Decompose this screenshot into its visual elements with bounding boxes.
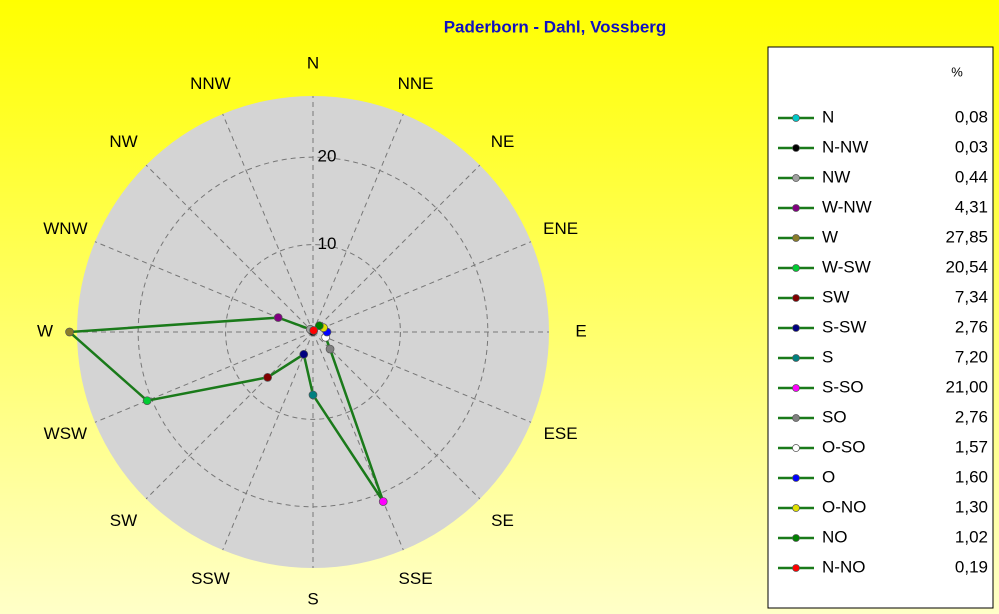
legend-value: 7,20 — [955, 347, 988, 366]
legend-marker — [792, 474, 800, 482]
legend-marker — [792, 444, 800, 452]
point-marker — [309, 326, 318, 335]
legend-title: % — [951, 64, 963, 79]
legend-marker — [792, 534, 800, 542]
direction-label: SSE — [399, 569, 433, 588]
r-tick-label: 10 — [318, 234, 337, 253]
chart-title: Paderborn - Dahl, Vossberg — [444, 17, 667, 36]
legend-label: S — [822, 347, 833, 366]
legend-marker — [792, 414, 800, 422]
legend-value: 0,19 — [955, 557, 988, 576]
legend-value: 4,31 — [955, 197, 988, 216]
legend-label: N-NW — [822, 137, 868, 156]
direction-label: NNW — [190, 74, 231, 93]
point-marker — [314, 321, 324, 331]
direction-label: ENE — [543, 219, 578, 238]
direction-label: NNE — [398, 74, 434, 93]
legend-marker — [792, 144, 800, 152]
legend-label: N — [822, 107, 834, 126]
direction-label: NW — [109, 132, 137, 151]
legend-marker — [792, 564, 800, 572]
point-marker — [325, 344, 335, 354]
legend-value: 2,76 — [955, 317, 988, 336]
direction-label: E — [575, 321, 586, 340]
legend-marker — [792, 324, 800, 332]
legend-label: W — [822, 227, 838, 246]
r-tick-label: 20 — [318, 147, 337, 166]
spoke — [312, 331, 404, 551]
point-marker — [378, 497, 388, 506]
spoke — [312, 241, 532, 333]
legend-value: 7,34 — [955, 287, 988, 306]
spoke — [145, 164, 314, 333]
spoke — [94, 331, 314, 423]
legend-label: NW — [822, 167, 850, 186]
legend-label: O — [822, 467, 835, 486]
direction-label: WSW — [44, 424, 87, 443]
direction-label: WNW — [43, 219, 87, 238]
legend-marker — [792, 114, 800, 122]
direction-label: NE — [491, 132, 515, 151]
legend-value: 0,03 — [955, 137, 988, 156]
spoke — [312, 164, 481, 333]
point-marker — [263, 373, 272, 382]
direction-label: S — [307, 589, 318, 608]
legend-value: 20,54 — [945, 257, 988, 276]
legend-label: W-NW — [822, 197, 872, 216]
spoke — [222, 113, 314, 333]
point-marker — [299, 349, 309, 359]
legend-value: 1,57 — [955, 437, 988, 456]
legend-marker — [792, 504, 800, 512]
legend-value: 1,60 — [955, 467, 988, 486]
direction-label: SSW — [191, 569, 230, 588]
legend-label: S-SW — [822, 317, 866, 336]
direction-label: ESE — [544, 424, 578, 443]
legend-marker — [792, 294, 800, 302]
spoke — [222, 331, 314, 551]
point-marker — [142, 396, 152, 406]
legend-value: 21,00 — [945, 377, 988, 396]
point-marker — [308, 390, 318, 400]
grid-ring — [137, 156, 489, 508]
legend-label: S-SO — [822, 377, 864, 396]
legend-label: SW — [822, 287, 849, 306]
legend-label: SO — [822, 407, 847, 426]
legend-value: 1,30 — [955, 497, 988, 516]
legend-value: 1,02 — [955, 527, 988, 546]
spoke — [312, 113, 404, 333]
legend-marker — [792, 234, 800, 242]
legend-marker — [792, 204, 800, 212]
legend-label: NO — [822, 527, 848, 546]
spoke — [312, 331, 532, 423]
legend-value: 0,08 — [955, 107, 988, 126]
legend-marker — [792, 264, 800, 272]
legend-label: O-SO — [822, 437, 865, 456]
legend-label: N-NO — [822, 557, 865, 576]
legend-value: 27,85 — [945, 227, 988, 246]
spoke — [145, 331, 314, 500]
grid-ring — [225, 244, 401, 420]
legend-label: W-SW — [822, 257, 871, 276]
direction-label: SE — [491, 511, 514, 530]
legend-marker — [792, 174, 800, 182]
direction-label: W — [37, 321, 53, 340]
spoke — [312, 331, 481, 500]
point-marker — [65, 327, 74, 337]
legend-marker — [792, 384, 800, 392]
direction-label: N — [307, 53, 319, 72]
direction-label: SW — [110, 511, 137, 530]
legend-value: 0,44 — [955, 167, 988, 186]
legend-label: O-NO — [822, 497, 866, 516]
legend-marker — [792, 354, 800, 362]
legend-value: 2,76 — [955, 407, 988, 426]
point-marker — [273, 313, 283, 322]
